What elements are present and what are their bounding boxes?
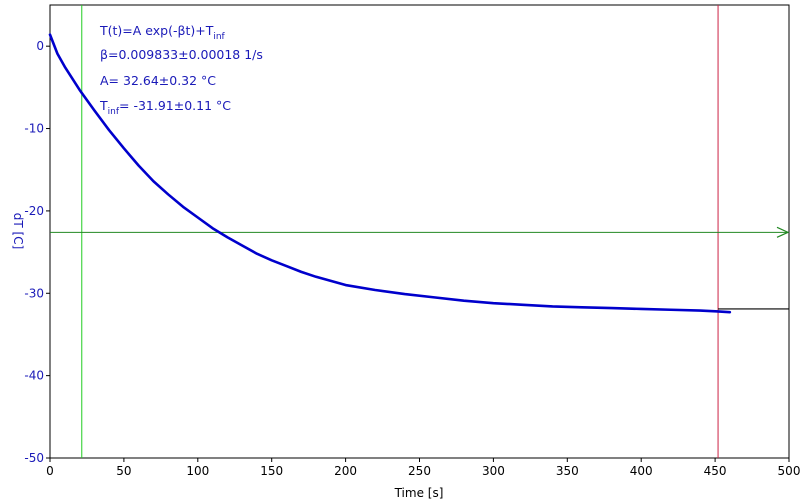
x-tick-label: 0 [46, 464, 54, 478]
fit-tinf: Tinf= -31.91±0.11 °C [99, 98, 231, 117]
series-group [48, 33, 789, 314]
y-tick-label: 0 [36, 39, 44, 53]
cursor-markers [50, 5, 790, 458]
x-tick-label: 300 [482, 464, 505, 478]
x-tick-label: 200 [334, 464, 357, 478]
x-tick-label: 400 [630, 464, 653, 478]
y-axis-ticks: 0 -10 -20 -30 -40 -50 [24, 39, 50, 465]
x-tick-label: 500 [778, 464, 800, 478]
x-tick-label: 350 [556, 464, 579, 478]
threshold-arrow [776, 226, 790, 238]
x-axis-ticks: 0 50 100 150 200 250 300 350 400 450 500 [46, 458, 800, 478]
measured-series-line [48, 33, 732, 314]
y-tick-label: -20 [24, 204, 44, 218]
y-tick-label: -40 [24, 369, 44, 383]
y-axis-label: dT [C] [11, 213, 25, 250]
x-tick-label: 150 [260, 464, 283, 478]
x-tick-label: 250 [408, 464, 431, 478]
fit-annotations: T(t)=A exp(-βt)+Tinf β=0.009833±0.00018 … [99, 23, 263, 117]
fit-beta: β=0.009833±0.00018 1/s [100, 47, 263, 62]
y-tick-label: -30 [24, 286, 44, 300]
x-tick-label: 450 [704, 464, 727, 478]
x-tick-label: 100 [186, 464, 209, 478]
y-tick-label: -50 [24, 451, 44, 465]
x-axis-label: Time [s] [394, 486, 444, 500]
fit-amplitude: A= 32.64±0.32 °C [100, 73, 216, 88]
x-tick-label: 50 [116, 464, 131, 478]
fit-formula: T(t)=A exp(-βt)+Tinf [99, 23, 226, 42]
y-tick-label: -10 [24, 122, 44, 136]
